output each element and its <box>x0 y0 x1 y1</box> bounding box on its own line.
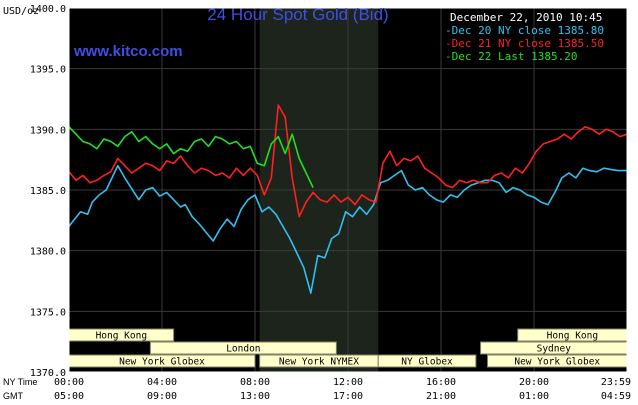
y-axis-label: USD/oz <box>3 6 39 17</box>
y-tick-label: 1375.0 <box>30 307 66 318</box>
x-tick-label: 23:59 <box>601 377 631 388</box>
series-line <box>68 104 628 218</box>
x-tick-label: 08:00 <box>240 377 270 388</box>
date-label: December 22, 2010 10:45 <box>450 11 602 24</box>
legend-entry: -Dec 20 NY close 1385.80 <box>445 24 604 37</box>
series-lines <box>68 104 628 294</box>
y-tick-label: 1385.0 <box>30 186 66 197</box>
watermark-url: www.kitco.com <box>73 43 183 60</box>
legend-entry: -Dec 21 NY close 1385.50 <box>445 37 604 50</box>
y-tick-label: 1370.0 <box>30 368 66 379</box>
legend: -Dec 20 NY close 1385.80-Dec 21 NY close… <box>445 24 604 63</box>
market-label: Hong Kong <box>547 331 598 342</box>
legend-entry: -Dec 22 Last 1385.20 <box>445 50 577 63</box>
x-tick-label: 20:00 <box>519 377 549 388</box>
x-tick-label: 17:00 <box>333 391 363 402</box>
series-line <box>68 126 314 188</box>
market-label: New York Globex <box>514 357 600 368</box>
x-tick-label: 21:00 <box>426 391 456 402</box>
x-tick-label: 05:00 <box>54 391 84 402</box>
market-label: New York NYMEX <box>279 357 359 368</box>
y-tick-label: 1400.0 <box>30 4 66 15</box>
time-row-label: NY Time <box>3 377 37 387</box>
time-row-label: GMT <box>3 391 23 401</box>
market-label: Sydney <box>537 344 572 355</box>
x-tick-label: 00:00 <box>54 377 84 388</box>
market-label: Hong Kong <box>96 331 147 342</box>
market-sessions: Hong Kong Hong Kong London Sydney New York G… <box>68 328 628 368</box>
market-box <box>377 354 477 368</box>
x-tick-label: 04:00 <box>147 377 177 388</box>
y-axis-ticks: 1400.0 1395.0 1390.0 1385.0 1380.0 1375.0 1370… <box>30 4 66 379</box>
x-axis-ticks: NY Time 00:00 04:00 08:00 12:00 16:00 20:00 23:… <box>3 377 631 402</box>
y-tick-label: 1395.0 <box>30 65 66 76</box>
market-label: New York Globex <box>119 357 205 368</box>
y-tick-label: 1390.0 <box>30 125 66 136</box>
series-line <box>68 164 627 294</box>
chart-title: 24 Hour Spot Gold (Bid) <box>207 5 388 24</box>
x-tick-label: 09:00 <box>147 391 177 402</box>
x-tick-label: 13:00 <box>240 391 270 402</box>
x-tick-label: 04:59 <box>601 391 631 402</box>
x-tick-label: 12:00 <box>333 377 363 388</box>
y-tick-label: 1380.0 <box>30 247 66 258</box>
x-tick-label: 16:00 <box>426 377 456 388</box>
market-box <box>149 341 337 355</box>
market-label: London <box>226 344 260 355</box>
plot-border <box>68 7 628 373</box>
x-tick-label: 01:00 <box>519 391 549 402</box>
market-label: NY Globex <box>401 357 453 368</box>
